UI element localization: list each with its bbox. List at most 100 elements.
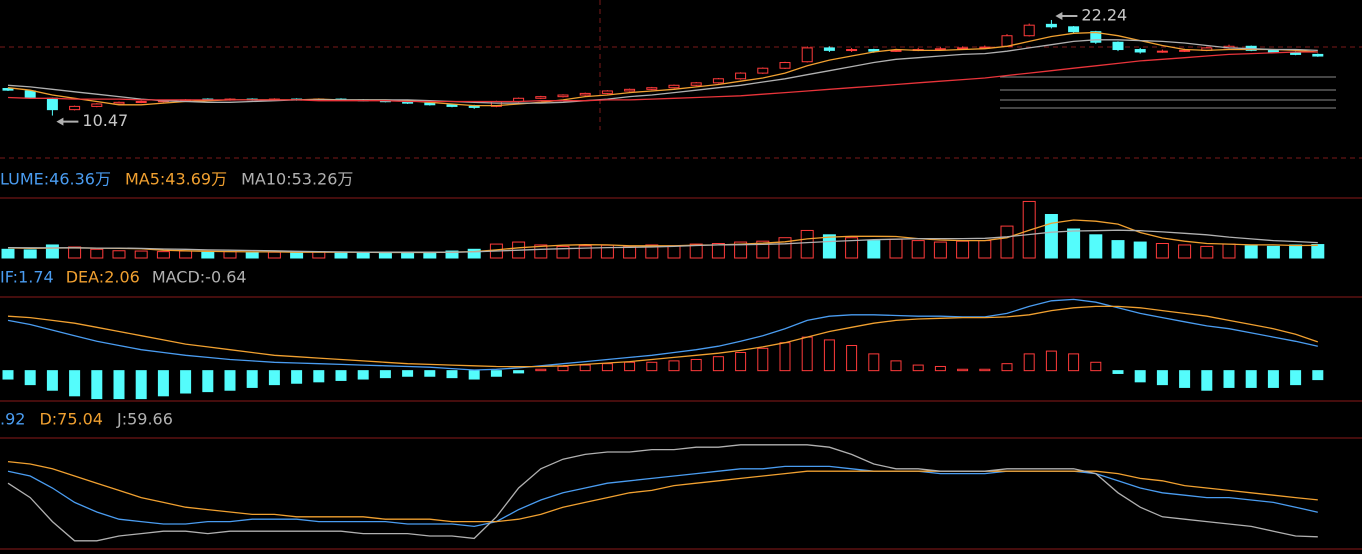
candle-body [468, 105, 480, 108]
macd-bar [1156, 370, 1168, 386]
line-series [7, 444, 1318, 542]
candle-body [424, 102, 436, 106]
volume-bar [45, 244, 59, 259]
volume-bar [1000, 225, 1014, 259]
macd-bar [1090, 361, 1102, 372]
macd-bar [668, 360, 680, 372]
volume-bar [756, 240, 770, 259]
macd-bar [313, 370, 325, 383]
legend-label: D:75.04 [39, 410, 103, 429]
macd-bar [379, 370, 391, 379]
macd-bar [890, 360, 902, 372]
candle-body [557, 94, 569, 98]
macd-bar [1223, 370, 1235, 388]
macd-bar [357, 370, 369, 380]
macd-bar [468, 370, 480, 380]
candle-body [1023, 24, 1035, 37]
volume-bar [734, 241, 748, 259]
volume-bar [845, 237, 859, 259]
line-series [7, 39, 1318, 104]
macd-bar [779, 342, 791, 372]
volume-bar [334, 251, 348, 259]
macd-bar [757, 347, 769, 372]
candle-body [1068, 26, 1080, 33]
volume-bar [1133, 241, 1147, 259]
candle-body [823, 47, 835, 51]
volume-bar [1200, 245, 1214, 259]
volume-bar [667, 245, 681, 259]
candle-body [24, 90, 36, 98]
candle-body [1179, 49, 1191, 52]
volume-bar [401, 252, 415, 259]
candle-body [712, 78, 724, 84]
macd-bar [46, 370, 58, 391]
macd-bar [624, 361, 636, 372]
volume-bar [245, 252, 259, 259]
macd-bar [712, 356, 724, 372]
annotation-label: 22.24 [1081, 5, 1127, 24]
candle-body [1312, 53, 1324, 57]
volume-bar [179, 250, 193, 259]
legend-label: J:59.66 [116, 410, 173, 429]
volume-bar [467, 248, 481, 259]
macd-bar [1201, 370, 1213, 391]
macd-bar [1290, 370, 1302, 386]
macd-bar [535, 368, 547, 372]
line-series [7, 298, 1318, 371]
candle-body [579, 92, 591, 96]
volume-bar [1289, 244, 1303, 259]
macd-bar [912, 364, 924, 372]
macd-bar [157, 370, 169, 397]
volume-bar [1244, 245, 1258, 259]
volume-bar [623, 245, 637, 259]
macd-bar [246, 370, 258, 388]
candle-body [535, 96, 547, 99]
candle-body [934, 48, 946, 51]
macd-bar [268, 370, 280, 386]
line-series [7, 305, 1319, 368]
volume-bar [1266, 245, 1280, 259]
macd-bar [1001, 363, 1013, 372]
volume-bar [889, 238, 903, 259]
volume-bar [911, 240, 925, 259]
volume-bar [1111, 240, 1125, 259]
legend-label: DEA:2.06 [66, 268, 140, 287]
macd-bar [513, 370, 525, 374]
volume-bar [978, 240, 992, 259]
candle-body [46, 97, 58, 111]
volume-bar [68, 246, 82, 259]
candle-body [1090, 31, 1102, 43]
macd-bar [402, 370, 414, 377]
candle-body [1134, 49, 1146, 53]
candle-body [890, 49, 902, 52]
legend-label: LUME:46.36万 [0, 170, 111, 189]
macd-bar [1312, 370, 1324, 381]
volume-bar [223, 251, 237, 259]
annotation-label: 10.47 [82, 111, 128, 130]
volume-bar [933, 241, 947, 259]
candle-body [2, 88, 14, 91]
macd-bar [113, 370, 125, 400]
volume-bar [956, 240, 970, 259]
macd-bar [579, 364, 591, 372]
legend-label: .92 [0, 410, 25, 429]
legend-label: MA10:53.26万 [241, 170, 353, 189]
macd-bar [424, 370, 436, 377]
macd-bar [24, 370, 36, 386]
macd-bar [957, 368, 969, 372]
candle-body [757, 67, 769, 74]
candle-body [735, 72, 747, 80]
candle-body [135, 101, 147, 104]
volume-bar [1178, 244, 1192, 259]
macd-bar [335, 370, 347, 381]
volume-bar [578, 245, 592, 259]
macd-bar [1112, 370, 1124, 374]
macd-bar [557, 365, 569, 372]
candle-body [846, 49, 858, 52]
volume-bar [711, 243, 725, 259]
candle-body [1045, 23, 1057, 28]
candle-body [91, 103, 103, 107]
candle-body [779, 62, 791, 69]
volume-bar [645, 244, 659, 259]
